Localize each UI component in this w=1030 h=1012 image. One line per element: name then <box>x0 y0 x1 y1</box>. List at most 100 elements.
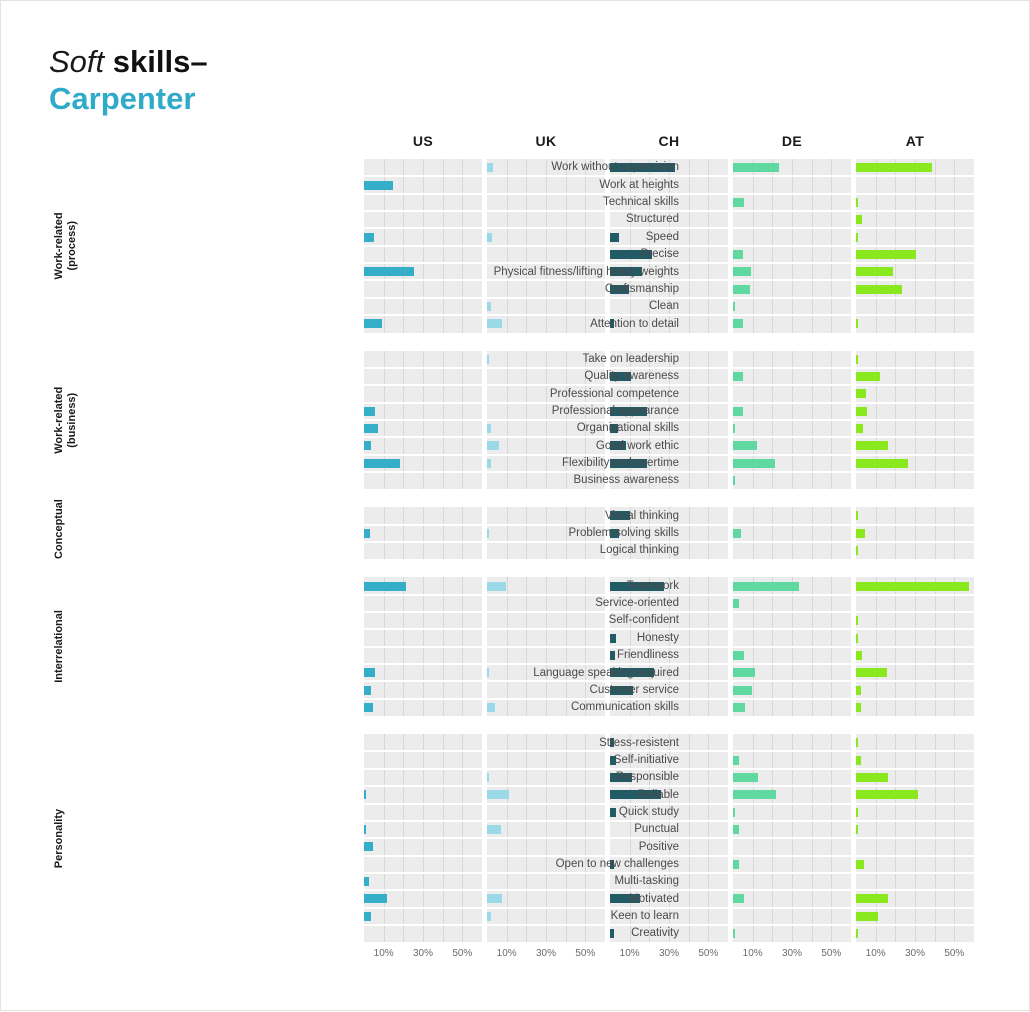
gridline <box>462 507 464 560</box>
bar-at <box>856 424 863 434</box>
bar-us <box>364 685 371 695</box>
x-tick-uk-10: 10% <box>496 948 517 960</box>
row-separator <box>364 401 482 404</box>
row-separator <box>364 279 482 282</box>
gridline <box>934 507 936 560</box>
row-separator <box>856 785 974 788</box>
row-separator <box>487 889 605 892</box>
row-label: Self-initiative <box>613 753 679 766</box>
bar-at <box>856 267 894 277</box>
row-label: Punctual <box>634 823 679 836</box>
row-separator <box>487 611 605 614</box>
bar-de <box>733 476 736 486</box>
bar-us <box>364 319 382 329</box>
bar-ch <box>610 650 615 660</box>
row-separator <box>610 314 728 317</box>
x-tick-ch-10: 10% <box>619 948 640 960</box>
panel-at-group-1 <box>856 350 974 490</box>
row-separator <box>364 871 482 874</box>
bar-de <box>733 702 745 712</box>
bar-de <box>733 163 779 173</box>
row-separator <box>364 923 482 926</box>
row-separator <box>610 697 728 700</box>
row-separator <box>733 923 851 926</box>
row-separator <box>856 611 974 614</box>
x-tick-ch-50: 50% <box>698 948 719 960</box>
bar-de <box>733 319 744 329</box>
row-separator <box>364 697 482 700</box>
bar-us <box>364 894 387 904</box>
bar-uk <box>487 668 490 678</box>
bar-at <box>856 616 859 626</box>
bar-ch <box>610 511 630 521</box>
row-separator <box>856 819 974 822</box>
row-separator <box>487 837 605 840</box>
bar-us <box>364 406 375 416</box>
row-separator <box>610 854 728 857</box>
x-tick-uk-30: 30% <box>535 948 556 960</box>
panel-ch-group-1 <box>610 350 728 490</box>
row-separator <box>487 401 605 404</box>
row-label: Precise <box>640 248 679 261</box>
row-separator <box>733 802 851 805</box>
row-label: Communication skills <box>570 701 679 714</box>
bar-at <box>856 773 889 783</box>
panel-de-group-2 <box>733 507 851 560</box>
bar-ch <box>610 685 633 695</box>
bar-uk <box>487 301 491 311</box>
bar-ch <box>610 894 641 904</box>
title-word-soft: Soft <box>49 44 105 79</box>
panel-at-group-4 <box>856 734 974 943</box>
bar-at <box>856 215 862 225</box>
row-separator <box>610 540 728 543</box>
row-separator <box>856 802 974 805</box>
row-separator <box>733 628 851 631</box>
row-separator <box>487 418 605 421</box>
gridline <box>688 507 690 560</box>
row-separator <box>856 628 974 631</box>
row-separator <box>610 262 728 265</box>
gridline <box>811 507 813 560</box>
gridline <box>546 507 547 560</box>
bar-uk <box>487 911 492 921</box>
row-separator <box>364 436 482 439</box>
row-separator <box>610 384 728 387</box>
row-separator <box>733 296 851 299</box>
row-label: Visual thinking <box>605 509 679 522</box>
bar-us <box>364 668 376 678</box>
bar-ch <box>610 859 614 869</box>
row-separator <box>733 593 851 596</box>
panel-at-group-2 <box>856 507 974 560</box>
panel-ch-group-2 <box>610 507 728 560</box>
bar-at <box>856 528 865 538</box>
bar-at <box>856 284 903 294</box>
bar-us <box>364 424 378 434</box>
row-separator <box>733 192 851 195</box>
bar-uk <box>487 773 490 783</box>
bar-de <box>733 284 750 294</box>
row-separator <box>733 453 851 456</box>
bar-us <box>364 790 367 800</box>
row-label: Honesty <box>636 631 679 644</box>
row-separator <box>364 645 482 648</box>
panel-ch-group-3 <box>610 577 728 717</box>
row-separator <box>487 244 605 247</box>
row-separator <box>610 296 728 299</box>
row-separator <box>856 663 974 666</box>
column-header-ch: CH <box>658 133 680 149</box>
bar-de <box>733 528 741 538</box>
bar-at <box>856 197 859 207</box>
row-label: Teamwork <box>626 579 679 592</box>
row-separator <box>610 210 728 213</box>
bar-at <box>856 372 880 382</box>
row-separator <box>610 192 728 195</box>
group-label-0: Work-related (process) <box>53 212 78 280</box>
bar-ch <box>610 581 665 591</box>
row-separator <box>610 767 728 770</box>
row-separator <box>733 366 851 369</box>
bar-at <box>856 825 859 835</box>
bar-de <box>733 685 752 695</box>
bar-at <box>856 755 861 765</box>
row-label: Business awareness <box>573 474 679 487</box>
row-separator <box>610 663 728 666</box>
